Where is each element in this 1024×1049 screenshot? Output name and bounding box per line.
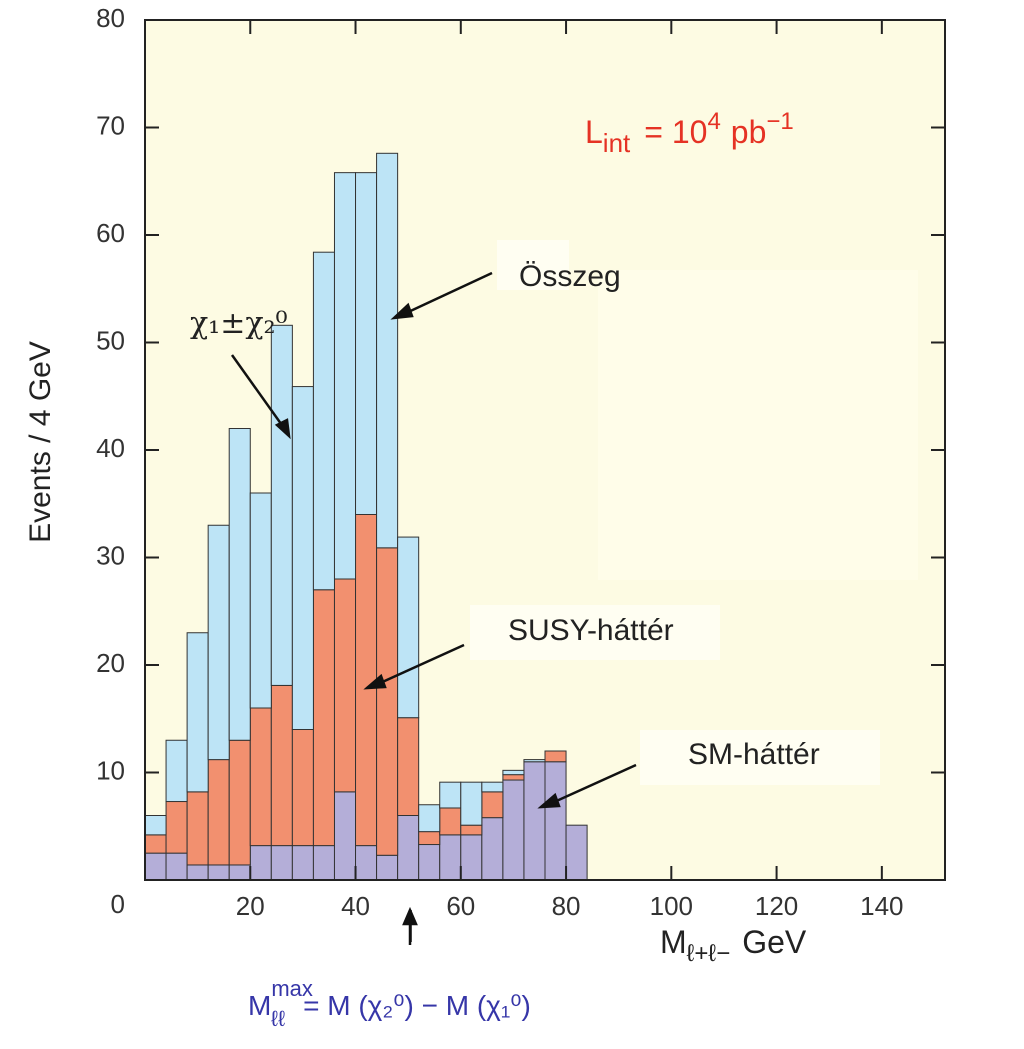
y-tick-label: 20 (96, 648, 125, 678)
histogram-bar (144, 852, 167, 881)
y-axis-label: Events / 4 GeV (24, 341, 57, 543)
x-tick-label: 120 (755, 891, 798, 921)
y-tick-label: 70 (96, 110, 125, 140)
histogram-bar (544, 750, 567, 763)
label-box (598, 270, 918, 580)
y-tick-label: 30 (96, 540, 125, 570)
histogram-bar (397, 717, 420, 816)
histogram-bar (249, 492, 272, 709)
histogram-bar (439, 781, 462, 809)
y-tick-label: 80 (96, 3, 125, 33)
sum-label: Összeg (519, 260, 621, 293)
histogram-bar (270, 324, 293, 686)
endpoint-formula: Mmax ℓℓ = M (χ₂⁰) − M (χ₁⁰) (248, 976, 531, 1031)
x-axis-label: Mℓ+ℓ− GeV (660, 924, 807, 967)
histogram-bar (333, 791, 357, 881)
histogram-bar (186, 864, 209, 881)
histogram-bar (207, 759, 230, 866)
histogram-bar (439, 807, 462, 836)
histogram-bar (376, 854, 399, 881)
histogram-bar (460, 824, 483, 836)
histogram-bar (376, 547, 399, 856)
histogram-bar (249, 707, 272, 847)
histogram-bar (355, 845, 378, 881)
histogram-bar (249, 845, 272, 881)
series-label: SUSY-háttér (508, 614, 674, 647)
histogram-bar (460, 834, 483, 881)
histogram-bar (481, 781, 504, 793)
histogram-bar (228, 864, 251, 881)
histogram-bar (270, 684, 293, 847)
x-tick-label: 140 (860, 891, 903, 921)
histogram-bar (228, 428, 251, 741)
y-tick-label: 50 (96, 325, 125, 355)
histogram-bar (165, 739, 188, 803)
histogram-bar (397, 536, 420, 719)
label-box (497, 240, 569, 290)
x-tick-label: 40 (341, 891, 370, 921)
histogram-bar (291, 386, 314, 730)
histogram-bar (397, 815, 420, 881)
label-box (640, 730, 880, 785)
histogram-bar (207, 524, 230, 761)
series-label: SM-háttér (688, 738, 820, 771)
histogram-bar (544, 761, 567, 881)
histogram-bar (481, 817, 504, 881)
histogram-bar (502, 779, 525, 881)
histogram-bar (144, 815, 167, 836)
series-label: χ₁±χ₂⁰ (190, 306, 288, 341)
x-tick-label: 60 (446, 891, 475, 921)
histogram-bar (355, 172, 378, 515)
histogram-bar (228, 739, 251, 866)
histogram-bar (418, 804, 441, 833)
histogram-bar (165, 801, 188, 854)
histogram-bar (439, 834, 462, 881)
histogram-bar (165, 852, 188, 881)
histogram-bar (186, 632, 209, 793)
y-tick-label: 0 (111, 889, 125, 919)
label-box (470, 605, 720, 660)
histogram-bar (333, 172, 357, 580)
histogram-bar (418, 831, 441, 846)
annotation-arrows (230, 271, 637, 945)
histogram-bar (207, 864, 230, 881)
x-tick-label: 80 (552, 891, 581, 921)
histogram-bar (186, 791, 209, 866)
y-tick-label: 40 (96, 433, 125, 463)
histogram-bar (144, 834, 167, 854)
histogram-bar (312, 251, 335, 591)
histogram-bar (270, 845, 293, 881)
histogram-bar (333, 578, 357, 793)
histogram-bar (565, 824, 588, 881)
histogram-bar (291, 729, 314, 847)
x-tick-label: 20 (236, 891, 265, 921)
histogram-bar (502, 774, 525, 781)
x-tick-label: 100 (650, 891, 693, 921)
histogram-bar (460, 781, 483, 826)
histogram-bar (355, 514, 378, 847)
histogram-bar (418, 844, 441, 881)
histogram-bar (481, 791, 504, 819)
histogram-bar (312, 845, 335, 881)
y-tick-label: 10 (96, 755, 125, 785)
histogram-bar (291, 845, 314, 881)
histogram-bar (312, 589, 335, 847)
histogram-bar (523, 761, 546, 881)
histogram-bar (502, 769, 525, 776)
histogram-bar (376, 152, 399, 549)
histogram-bar (523, 759, 546, 763)
y-tick-label: 60 (96, 218, 125, 248)
lumi-annotation: Lint = 104 pb−1 (585, 108, 794, 158)
